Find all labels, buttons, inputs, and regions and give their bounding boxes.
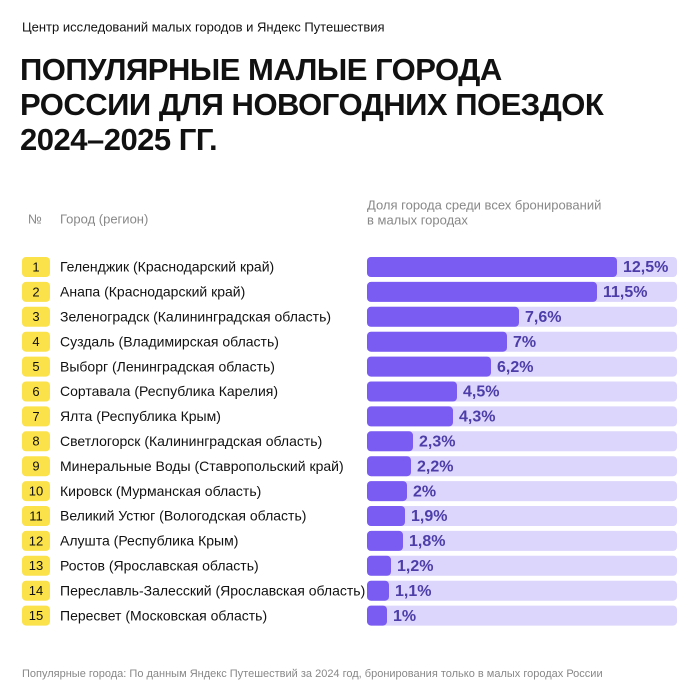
value-label: 7% — [513, 334, 536, 351]
category-label: Алушта (Республика Крым) — [60, 533, 238, 549]
category-label: Сортавала (Республика Карелия) — [60, 383, 278, 399]
bar — [367, 481, 407, 502]
category-label: Переславль-Залесский (Ярославская област… — [60, 582, 365, 598]
bar — [367, 555, 391, 576]
rank-badge — [22, 555, 50, 576]
category-label: Ялта (Республика Крым) — [60, 408, 221, 424]
rank: 2 — [32, 284, 39, 299]
bar — [367, 431, 413, 452]
value-label: 7,6% — [525, 309, 561, 326]
value-label: 11,5% — [603, 284, 647, 301]
rank-badge — [22, 605, 50, 626]
rank: 10 — [29, 484, 43, 499]
rank-badge — [22, 431, 50, 452]
title: ПОПУЛЯРНЫЕ МАЛЫЕ ГОРОДА — [20, 52, 502, 87]
rank: 11 — [29, 508, 43, 523]
value-label: 12,5% — [623, 259, 668, 276]
value-label: 1,2% — [397, 558, 433, 575]
bar — [367, 406, 453, 427]
bar — [367, 530, 403, 551]
rank-badge — [22, 281, 50, 302]
value-label: 4,5% — [463, 384, 499, 401]
bar-track — [367, 481, 677, 502]
source: Центр исследований малых городов и Яндек… — [22, 19, 385, 34]
value-header: Доля города среди всех бронирований — [367, 197, 601, 212]
rank: 1 — [32, 259, 39, 274]
category-label: Анапа (Краснодарский край) — [60, 284, 245, 300]
rank: 15 — [29, 608, 43, 623]
value-label: 4,3% — [459, 409, 495, 426]
rank-badge — [22, 506, 50, 526]
bar-track — [367, 456, 677, 477]
value-label: 1,9% — [411, 508, 447, 525]
rank-badge — [22, 481, 50, 502]
value-label: 1% — [393, 608, 416, 625]
bar-track — [367, 605, 677, 626]
rank: 12 — [29, 533, 43, 548]
rank: 4 — [32, 334, 39, 349]
rank-badge — [22, 257, 50, 277]
category-label: Минеральные Воды (Ставропольский край) — [60, 458, 344, 474]
category-label: Пересвет (Московская область) — [60, 607, 267, 623]
rank: 9 — [32, 459, 39, 474]
rank-header: № — [28, 211, 42, 226]
bar — [367, 257, 617, 277]
rank: 14 — [29, 583, 43, 598]
bar — [367, 605, 387, 626]
title: 2024–2025 ГГ. — [20, 122, 217, 157]
category-label: Великий Устюг (Вологодская область) — [60, 508, 306, 524]
category-label: Кировск (Мурманская область) — [60, 483, 261, 499]
value-label: 2,2% — [417, 458, 453, 475]
value-header: в малых городах — [367, 212, 468, 227]
bar — [367, 331, 507, 352]
rank: 8 — [32, 434, 39, 449]
rank-badge — [22, 580, 50, 601]
bar-track — [367, 530, 677, 551]
category-label: Суздаль (Владимирская область) — [60, 333, 279, 349]
category-label: Ростов (Ярославская область) — [60, 558, 259, 574]
value-label: 2,3% — [419, 434, 455, 451]
title: РОССИИ ДЛЯ НОВОГОДНИХ ПОЕЗДОК — [20, 87, 604, 122]
rank: 5 — [32, 359, 39, 374]
bar — [367, 506, 405, 526]
value-label: 6,2% — [497, 359, 533, 376]
bar-track — [367, 555, 677, 576]
rank-badge — [22, 306, 50, 327]
bar-track — [367, 580, 677, 601]
category-label: Выборг (Ленинградская область) — [60, 358, 275, 374]
bar — [367, 306, 519, 327]
rank: 3 — [32, 309, 39, 324]
bar-track — [367, 431, 677, 452]
bar — [367, 580, 389, 601]
value-label: 1,8% — [409, 533, 445, 550]
bar — [367, 456, 411, 477]
footnote: Популярные города: По данным Яндекс Путе… — [22, 668, 603, 680]
rank-badge — [22, 456, 50, 477]
category-header: Город (регион) — [60, 211, 148, 226]
bar — [367, 281, 597, 302]
bar — [367, 356, 491, 377]
value-label: 1,1% — [395, 583, 431, 600]
category-label: Зеленоградск (Калининградская область) — [60, 309, 331, 325]
category-label: Геленджик (Краснодарский край) — [60, 259, 274, 275]
rank-badge — [22, 530, 50, 551]
rank: 6 — [32, 384, 39, 399]
category-label: Светлогорск (Калининградская область) — [60, 433, 322, 449]
rank-badge — [22, 406, 50, 427]
rank-badge — [22, 381, 50, 402]
bar — [367, 381, 457, 402]
value-label: 2% — [413, 483, 436, 500]
bar-track — [367, 506, 677, 526]
rank-badge — [22, 356, 50, 377]
rank: 7 — [32, 409, 39, 424]
rank: 13 — [29, 558, 43, 573]
rank-badge — [22, 331, 50, 352]
